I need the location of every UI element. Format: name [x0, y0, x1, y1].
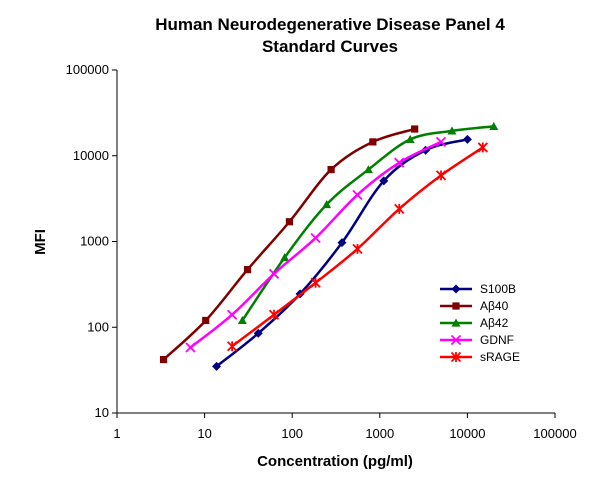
legend-item: Aβ40	[440, 299, 509, 313]
data-point	[322, 200, 332, 209]
chart-title-line1: Human Neurodegenerative Disease Panel 4	[155, 15, 505, 34]
data-point	[447, 126, 457, 135]
data-point	[489, 121, 499, 130]
data-point	[226, 341, 238, 352]
legend: S100B Aβ40 Aβ42 GDNF sRAGE	[440, 282, 520, 364]
x-tick-label: 10	[197, 426, 211, 441]
data-point	[185, 342, 196, 353]
series-line	[189, 140, 442, 349]
data-point	[237, 315, 247, 325]
data-point	[477, 142, 488, 153]
series-layer	[159, 121, 499, 371]
legend-marker	[450, 334, 462, 346]
series-line	[215, 138, 468, 368]
data-point	[394, 203, 405, 215]
series-2	[237, 121, 499, 325]
legend-label: S100B	[480, 282, 516, 296]
y-axis-label: MFI	[32, 229, 49, 255]
legend-label: GDNF	[480, 333, 514, 347]
legend-marker	[452, 302, 460, 310]
data-point	[268, 268, 280, 279]
legend-item: Aβ42	[440, 316, 509, 330]
y-tick-label: 10	[95, 405, 109, 420]
data-point	[462, 134, 472, 144]
data-point	[310, 277, 321, 288]
chart-title-line2: Standard Curves	[262, 37, 398, 56]
data-point	[280, 253, 290, 262]
y-tick-label: 100	[87, 319, 109, 334]
data-point	[405, 134, 415, 144]
x-axis-ticks: 1 10 100 1000 10000 100000	[113, 413, 577, 441]
data-point	[253, 328, 263, 338]
y-tick-label: 100000	[66, 62, 109, 77]
x-tick-label: 1000	[365, 426, 394, 441]
series-4	[226, 142, 488, 352]
data-point	[159, 355, 168, 364]
x-tick-label: 100	[281, 426, 303, 441]
data-point	[411, 125, 419, 133]
data-point	[212, 361, 222, 371]
data-point	[352, 189, 363, 200]
data-point	[268, 309, 280, 320]
legend-label: Aβ42	[480, 316, 509, 330]
series-0	[212, 134, 472, 371]
data-point	[226, 309, 238, 320]
series-3	[185, 136, 447, 353]
legend-item: S100B	[440, 282, 516, 296]
legend-marker	[451, 318, 461, 327]
data-point	[285, 218, 294, 226]
data-point	[310, 232, 321, 244]
legend-item: sRAGE	[440, 350, 520, 364]
data-point	[394, 157, 405, 168]
data-point	[327, 165, 335, 174]
series-1	[159, 125, 419, 364]
legend-marker	[451, 284, 461, 294]
y-axis-ticks: 10 100 1000 10000 100000	[66, 62, 117, 420]
legend-item: GDNF	[440, 333, 514, 347]
legend-label: Aβ40	[480, 299, 509, 313]
data-point	[379, 176, 389, 186]
data-point	[435, 170, 447, 181]
data-point	[337, 238, 347, 248]
x-axis-label: Concentration (pg/ml)	[257, 453, 413, 470]
y-tick-label: 1000	[80, 234, 109, 249]
legend-marker	[450, 351, 462, 363]
data-point	[352, 243, 363, 255]
data-point	[202, 316, 210, 325]
x-tick-label: 100000	[533, 426, 576, 441]
data-point	[243, 266, 252, 274]
y-tick-label: 10000	[73, 148, 109, 163]
legend-label: sRAGE	[480, 350, 520, 364]
data-point	[369, 138, 377, 146]
x-tick-label: 1	[113, 426, 120, 441]
data-point	[435, 136, 447, 148]
x-tick-label: 10000	[449, 426, 485, 441]
data-point	[363, 165, 373, 174]
